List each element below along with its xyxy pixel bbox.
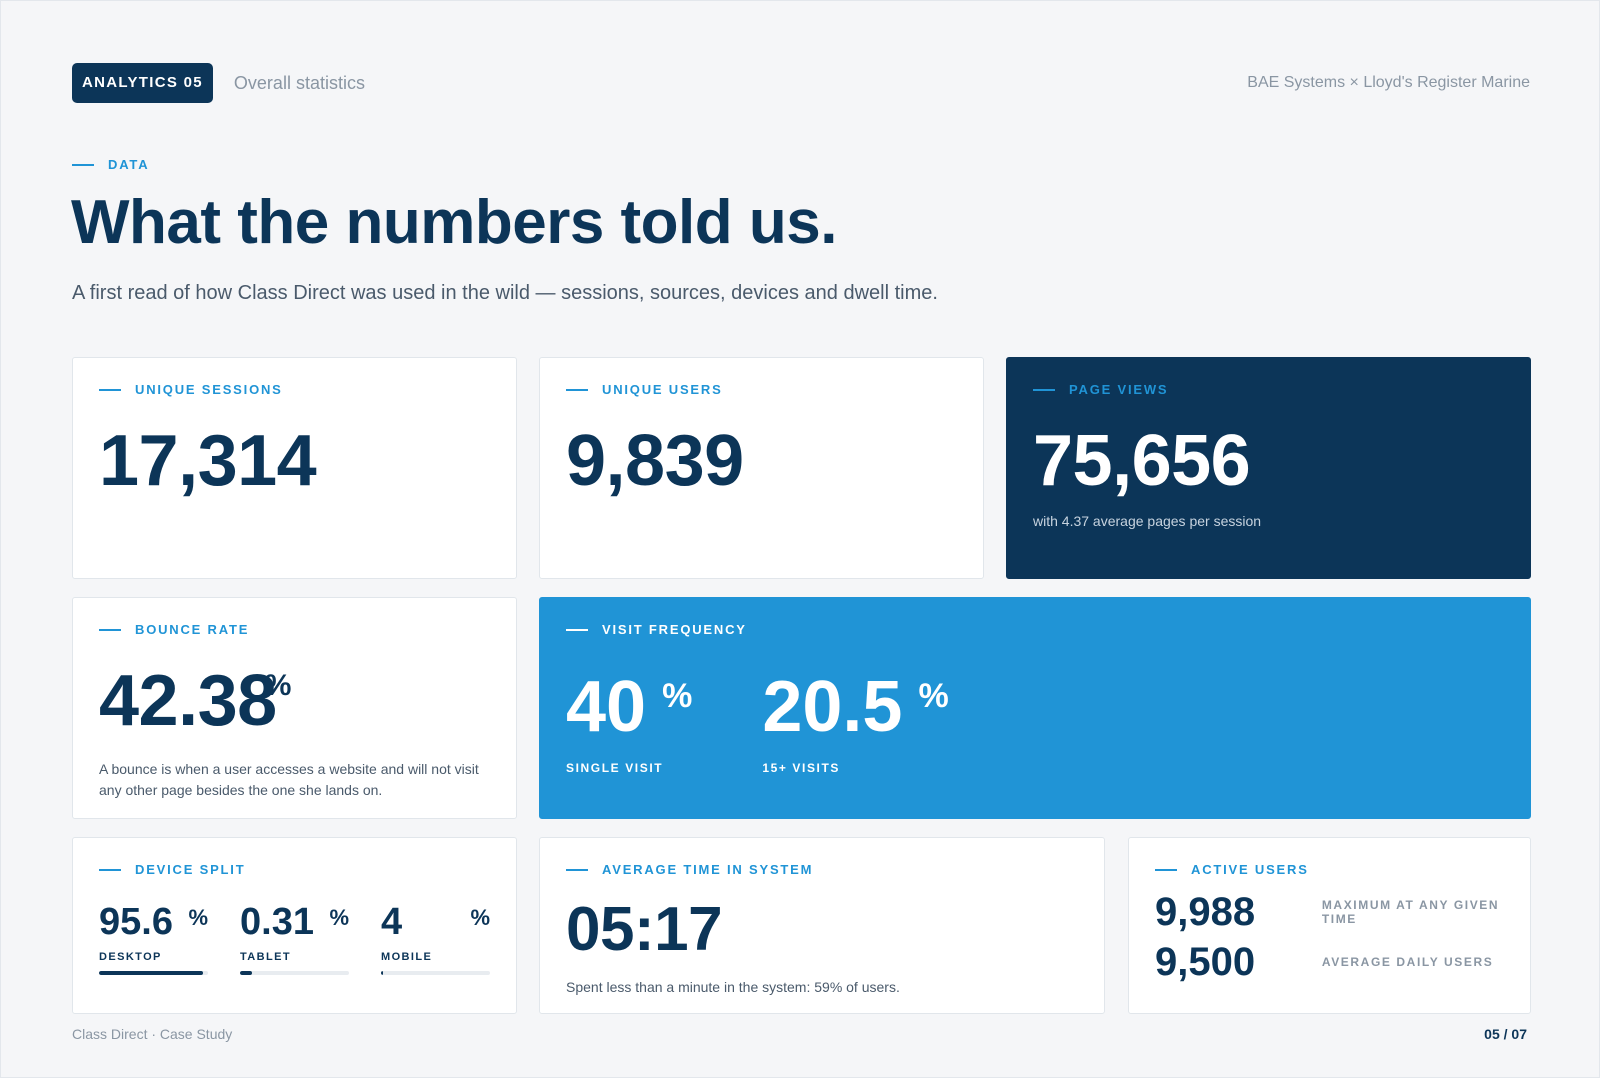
active-users-row: 9,500 AVERAGE DAILY USERS: [1155, 941, 1504, 983]
card-label-text: UNIQUE SESSIONS: [135, 382, 283, 397]
partner-credit: BAE Systems × Lloyd's Register Marine: [1247, 74, 1530, 91]
page-title: What the numbers told us.: [71, 188, 837, 257]
bounce-rate-unit: %: [264, 669, 292, 702]
eyebrow-text: DATA: [108, 157, 150, 172]
active-users-value: 9,500: [1155, 940, 1256, 984]
card-unique-sessions: UNIQUE SESSIONS 17,314: [72, 357, 517, 579]
device-unit: %: [470, 905, 490, 930]
freq-caption: 15+ VISITS: [762, 761, 841, 775]
page-number: 05 / 07: [1484, 1026, 1527, 1042]
device-split-list: 95.6 % DESKTOP 0.31 % TABLET 4 % MO: [99, 903, 490, 975]
freq-value: 40: [566, 667, 647, 747]
device-item-mobile: 4 % MOBILE: [381, 903, 490, 975]
card-device-split: DEVICE SPLIT 95.6 % DESKTOP 0.31 % TABLE…: [72, 837, 517, 1014]
dash-icon: [99, 388, 121, 391]
card-label-text: PAGE VIEWS: [1069, 382, 1169, 397]
card-label-text: DEVICE SPLIT: [135, 862, 246, 877]
section-subtitle: Overall statistics: [233, 72, 365, 93]
card-label: ACTIVE USERS: [1155, 862, 1504, 877]
dash-icon: [1033, 388, 1055, 391]
bounce-rate-value-wrap: 42.38 %: [99, 665, 490, 737]
dash-icon: [566, 628, 588, 631]
card-label: VISIT FREQUENCY: [566, 622, 1504, 637]
visit-frequency-item: 20.5 % 15+ VISITS: [762, 671, 948, 775]
device-item-tablet: 0.31 % TABLET: [240, 903, 349, 975]
active-users-value: 9,988: [1155, 890, 1256, 934]
card-average-time: AVERAGE TIME IN SYSTEM 05:17 Spent less …: [539, 837, 1105, 1014]
card-label: UNIQUE SESSIONS: [99, 382, 490, 397]
device-unit: %: [329, 905, 349, 930]
page-views-note: with 4.37 average pages per session: [1033, 513, 1262, 529]
device-share-fill: [99, 971, 204, 975]
device-share-fill: [381, 971, 384, 975]
card-label: AVERAGE TIME IN SYSTEM: [566, 862, 1078, 877]
card-label: PAGE VIEWS: [1033, 382, 1504, 397]
lead-text: A first read of how Class Direct was use…: [72, 282, 938, 304]
unique-users-value: 9,839: [566, 421, 744, 501]
card-bounce-rate: BOUNCE RATE 42.38 % A bounce is when a u…: [72, 597, 517, 819]
device-value: 95.6: [99, 901, 173, 943]
bounce-rate-note: A bounce is when a user accesses a websi…: [99, 761, 479, 798]
dash-icon: [566, 868, 588, 871]
card-label: BOUNCE RATE: [99, 622, 490, 637]
eyebrow: DATA: [72, 157, 149, 172]
device-unit: %: [188, 905, 208, 930]
section-badge: ANALYTICS 05: [72, 63, 213, 103]
card-label-text: ACTIVE USERS: [1191, 862, 1309, 877]
card-visit-frequency: VISIT FREQUENCY 40 % SINGLE VISIT 20.5 %…: [539, 597, 1531, 819]
bounce-rate-value: 42.38: [99, 661, 277, 741]
card-label: UNIQUE USERS: [566, 382, 957, 397]
active-users-caption: AVERAGE DAILY USERS: [1321, 955, 1494, 969]
device-caption: TABLET: [240, 951, 291, 963]
dash-icon: [72, 163, 94, 166]
footer-caption: Class Direct · Case Study: [72, 1026, 233, 1042]
card-label-text: UNIQUE USERS: [602, 382, 723, 397]
card-label: DEVICE SPLIT: [99, 862, 490, 877]
average-time-value: 05:17: [566, 895, 723, 964]
freq-caption: SINGLE VISIT: [566, 761, 664, 775]
device-share-bar: [99, 971, 208, 975]
dash-icon: [566, 388, 588, 391]
card-label-text: AVERAGE TIME IN SYSTEM: [602, 862, 814, 877]
freq-value: 20.5: [762, 667, 903, 747]
card-label-text: BOUNCE RATE: [135, 622, 250, 637]
device-caption: DESKTOP: [99, 951, 162, 963]
unique-sessions-value: 17,314: [99, 421, 317, 501]
device-caption: MOBILE: [381, 951, 433, 963]
dash-icon: [99, 868, 121, 871]
card-label-text: VISIT FREQUENCY: [602, 622, 747, 637]
device-share-bar: [240, 971, 349, 975]
dash-icon: [1155, 868, 1177, 871]
device-share-fill: [240, 971, 252, 975]
card-unique-users: UNIQUE USERS 9,839: [539, 357, 984, 579]
page-views-value: 75,656: [1033, 421, 1251, 501]
device-value: 0.31: [240, 901, 314, 943]
freq-unit: %: [662, 677, 693, 715]
device-value: 4: [381, 901, 403, 943]
visit-frequency-list: 40 % SINGLE VISIT 20.5 % 15+ VISITS: [566, 671, 1504, 775]
card-active-users: ACTIVE USERS 9,988 MAXIMUM AT ANY GIVEN …: [1128, 837, 1531, 1014]
device-share-bar: [381, 971, 490, 975]
active-users-caption: MAXIMUM AT ANY GIVEN TIME: [1321, 898, 1500, 926]
visit-frequency-item: 40 % SINGLE VISIT: [566, 671, 692, 775]
dash-icon: [99, 628, 121, 631]
card-page-views: PAGE VIEWS 75,656 with 4.37 average page…: [1006, 357, 1531, 579]
top-bar: ANALYTICS 05 Overall statistics BAE Syst…: [72, 63, 1530, 103]
freq-unit: %: [918, 677, 949, 715]
device-item-desktop: 95.6 % DESKTOP: [99, 903, 208, 975]
active-users-row: 9,988 MAXIMUM AT ANY GIVEN TIME: [1155, 891, 1504, 933]
average-time-note: Spent less than a minute in the system: …: [566, 979, 900, 995]
